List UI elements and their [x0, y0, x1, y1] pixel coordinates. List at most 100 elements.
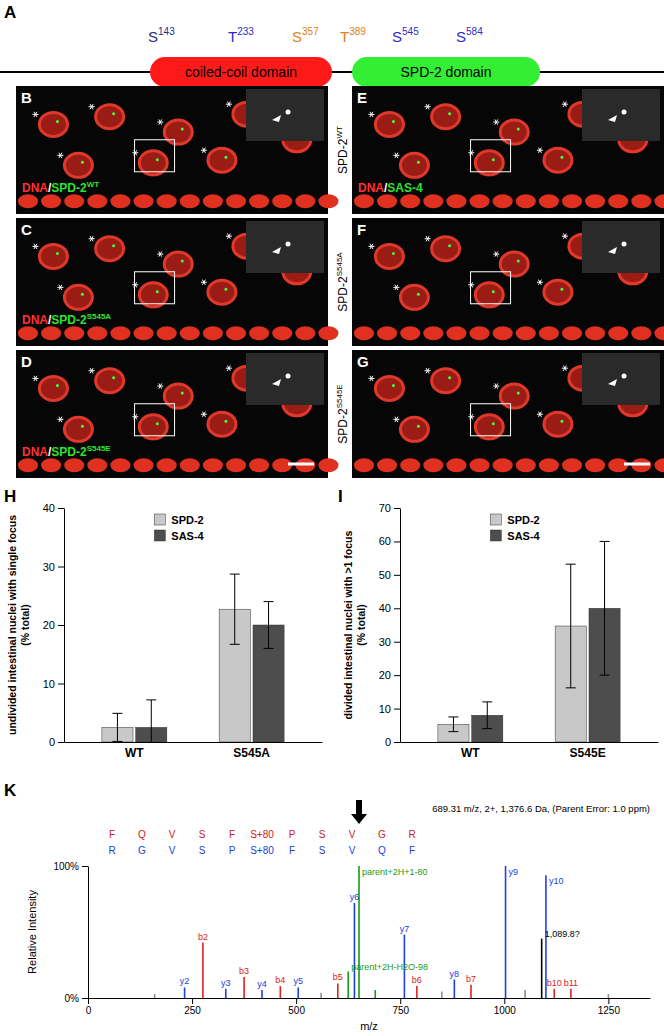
error-bar-cap: [230, 574, 240, 575]
asterisk: [159, 383, 162, 388]
nucleus: [249, 194, 269, 208]
asterisk: [495, 383, 498, 388]
y-axis-tick-mark: [82, 866, 88, 867]
error-bar-cap: [482, 701, 492, 702]
nucleus: [96, 369, 124, 393]
nucleus: [226, 458, 246, 472]
asterisk: [34, 112, 37, 117]
asterisk: [563, 366, 566, 371]
y-axis-tick-label: 20: [43, 619, 55, 631]
asterisk: [395, 153, 398, 158]
error-bar-cap: [600, 541, 610, 542]
error-bar-stem: [117, 713, 118, 741]
nucleus: [39, 376, 67, 400]
sequence-residue: S: [199, 829, 206, 840]
asterisk: [370, 244, 373, 249]
asterisk: [563, 234, 566, 239]
peak-label: y5: [293, 976, 303, 986]
peak-label: b4: [275, 975, 285, 985]
y-axis-tick: 40: [43, 502, 64, 514]
nucleus: [585, 458, 605, 472]
side-label: SPD-2S545E: [335, 384, 350, 443]
stain-label: DNA/SPD-2S545A: [22, 312, 111, 327]
stain-label: DNA/SPD-2WT: [22, 180, 99, 195]
nucleus: [64, 285, 92, 309]
inset-box: [471, 140, 511, 172]
x-axis-tick-mark: [400, 998, 401, 1004]
asterisk: [538, 280, 541, 285]
focus: [392, 384, 395, 387]
peak: [225, 989, 227, 998]
nucleus: [139, 415, 167, 439]
peak-label: y4: [257, 979, 267, 989]
image-background: [16, 86, 328, 214]
stain-part: DNA: [22, 181, 48, 195]
x-axis-tick: 0: [86, 998, 92, 1016]
sequence-residue: P: [229, 845, 236, 856]
y-axis-tick-label: 40: [379, 602, 391, 614]
inset-focus: [286, 242, 291, 247]
y-axis-tick-label: 10: [43, 678, 55, 690]
y-axis: 010203040: [43, 502, 65, 748]
nucleus: [87, 194, 107, 208]
nucleus: [87, 326, 107, 340]
nucleus: [562, 194, 582, 208]
nucleus: [208, 280, 236, 304]
side-label-superscript: S545E: [335, 384, 344, 408]
plot-area: [155, 866, 609, 998]
stain-superscript: S545E: [87, 444, 112, 453]
error-bar-stem: [453, 717, 454, 732]
sequence-residue: S: [199, 845, 206, 856]
focus: [224, 420, 227, 423]
focus: [56, 120, 59, 123]
inset: [246, 89, 324, 141]
asterisk: [370, 112, 373, 117]
y-axis-tick-label: 30: [379, 636, 391, 648]
y-axis-line: [400, 509, 401, 743]
nucleus: [64, 153, 92, 177]
nucleus: [39, 244, 67, 268]
nucleus: [295, 326, 315, 340]
nucleus: [544, 148, 572, 172]
asterisk: [370, 244, 373, 249]
asterisk: [395, 417, 398, 422]
asterisk: [59, 153, 62, 158]
y-axis-tick: 0: [49, 736, 64, 748]
x-axis-tick-label: S545E: [570, 746, 606, 760]
peak-label: parent+2H+1-80: [362, 867, 428, 877]
y-axis-tick-mark: [394, 709, 400, 710]
x-axis-tick-mark: [608, 998, 609, 1004]
inset: [582, 221, 660, 273]
y-axis-tick-label: 60: [379, 535, 391, 547]
peak-label: y8: [450, 969, 460, 979]
nucleus: [139, 283, 167, 307]
inset-focus: [286, 374, 291, 379]
inset-box: [135, 140, 175, 172]
domain: [150, 57, 332, 87]
peak: [280, 986, 282, 998]
side-label-text: SPD-2: [336, 138, 350, 174]
focus: [448, 244, 451, 247]
inset-box: [471, 404, 511, 436]
y-axis-tick-label: 10: [379, 703, 391, 715]
nucleus: [318, 194, 338, 208]
error-bar-stem: [570, 564, 571, 688]
peak-label: y2: [180, 976, 190, 986]
asterisk: [538, 148, 541, 153]
stain-part: SAS-4: [387, 181, 423, 195]
y-axis-tick-mark: [58, 742, 64, 743]
asterisk: [159, 119, 162, 124]
peak-label: y3: [221, 978, 231, 988]
asterisk: [159, 119, 162, 124]
focus: [392, 120, 395, 123]
y-axis-line: [64, 509, 65, 743]
side-label-text: SPD-2: [336, 276, 350, 312]
y-axis-tick-mark: [394, 742, 400, 743]
peak-label: y7: [400, 924, 410, 934]
focus: [156, 422, 159, 425]
asterisk: [538, 148, 541, 153]
inset-box: [471, 272, 511, 304]
sequence-residue: F: [229, 829, 235, 840]
peak: [243, 977, 245, 998]
nucleus: [110, 194, 130, 208]
